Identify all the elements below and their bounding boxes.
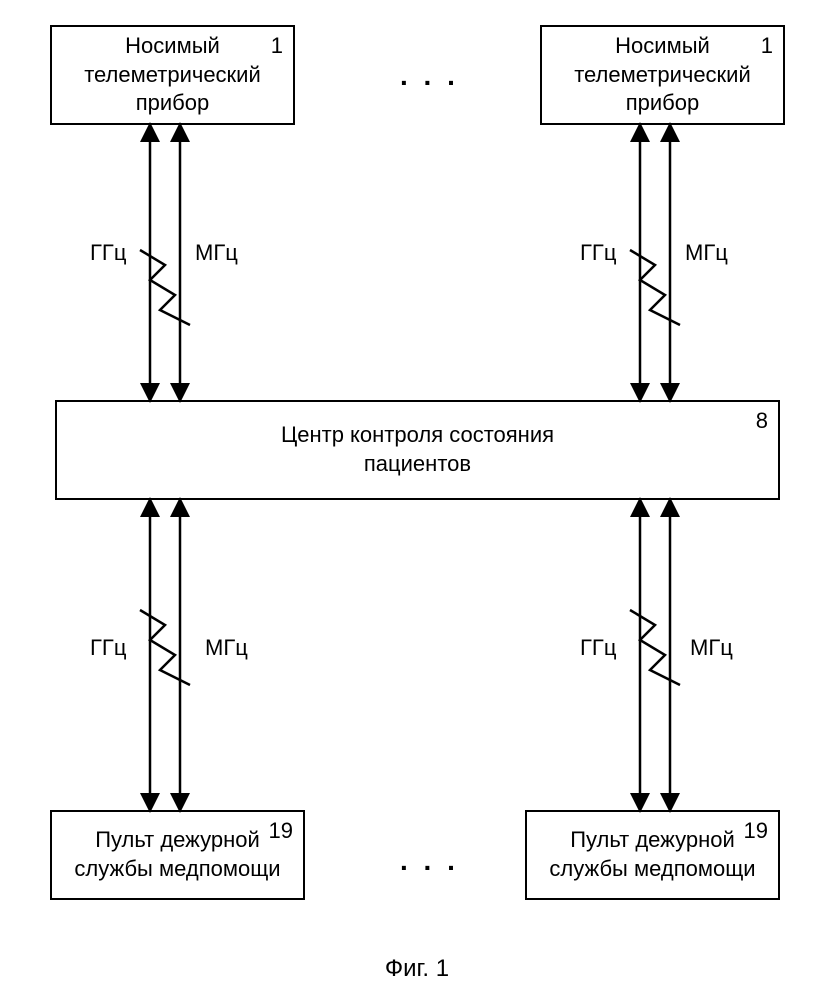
device-block-left: 1 Носимыйтелеметрическийприбор xyxy=(50,25,295,125)
block-label: Пульт дежурнойслужбы медпомощи xyxy=(549,826,755,883)
block-label: Пульт дежурнойслужбы медпомощи xyxy=(74,826,280,883)
label-mhz: МГц xyxy=(205,635,248,661)
block-label: Центр контроля состоянияпациентов xyxy=(281,421,554,478)
label-ghz: ГГц xyxy=(580,635,616,661)
label-mhz: МГц xyxy=(690,635,733,661)
console-block-left: 19 Пульт дежурнойслужбы медпомощи xyxy=(50,810,305,900)
console-block-right: 19 Пульт дежурнойслужбы медпомощи xyxy=(525,810,780,900)
label-mhz: МГц xyxy=(195,240,238,266)
block-label: Носимыйтелеметрическийприбор xyxy=(574,32,751,118)
label-ghz: ГГц xyxy=(90,240,126,266)
center-block: 8 Центр контроля состоянияпациентов xyxy=(55,400,780,500)
ellipsis-top: . . . xyxy=(400,60,459,92)
label-ghz: ГГц xyxy=(90,635,126,661)
label-mhz: МГц xyxy=(685,240,728,266)
figure-caption: Фиг. 1 xyxy=(0,955,834,983)
ellipsis-bottom: . . . xyxy=(400,845,459,877)
block-number: 19 xyxy=(744,818,768,844)
block-label: Носимыйтелеметрическийприбор xyxy=(84,32,261,118)
block-number: 19 xyxy=(269,818,293,844)
diagram-container: 1 Носимыйтелеметрическийприбор 1 Носимый… xyxy=(0,0,834,1000)
block-number: 1 xyxy=(761,33,773,59)
label-ghz: ГГц xyxy=(580,240,616,266)
block-number: 8 xyxy=(756,408,768,434)
block-number: 1 xyxy=(271,33,283,59)
device-block-right: 1 Носимыйтелеметрическийприбор xyxy=(540,25,785,125)
